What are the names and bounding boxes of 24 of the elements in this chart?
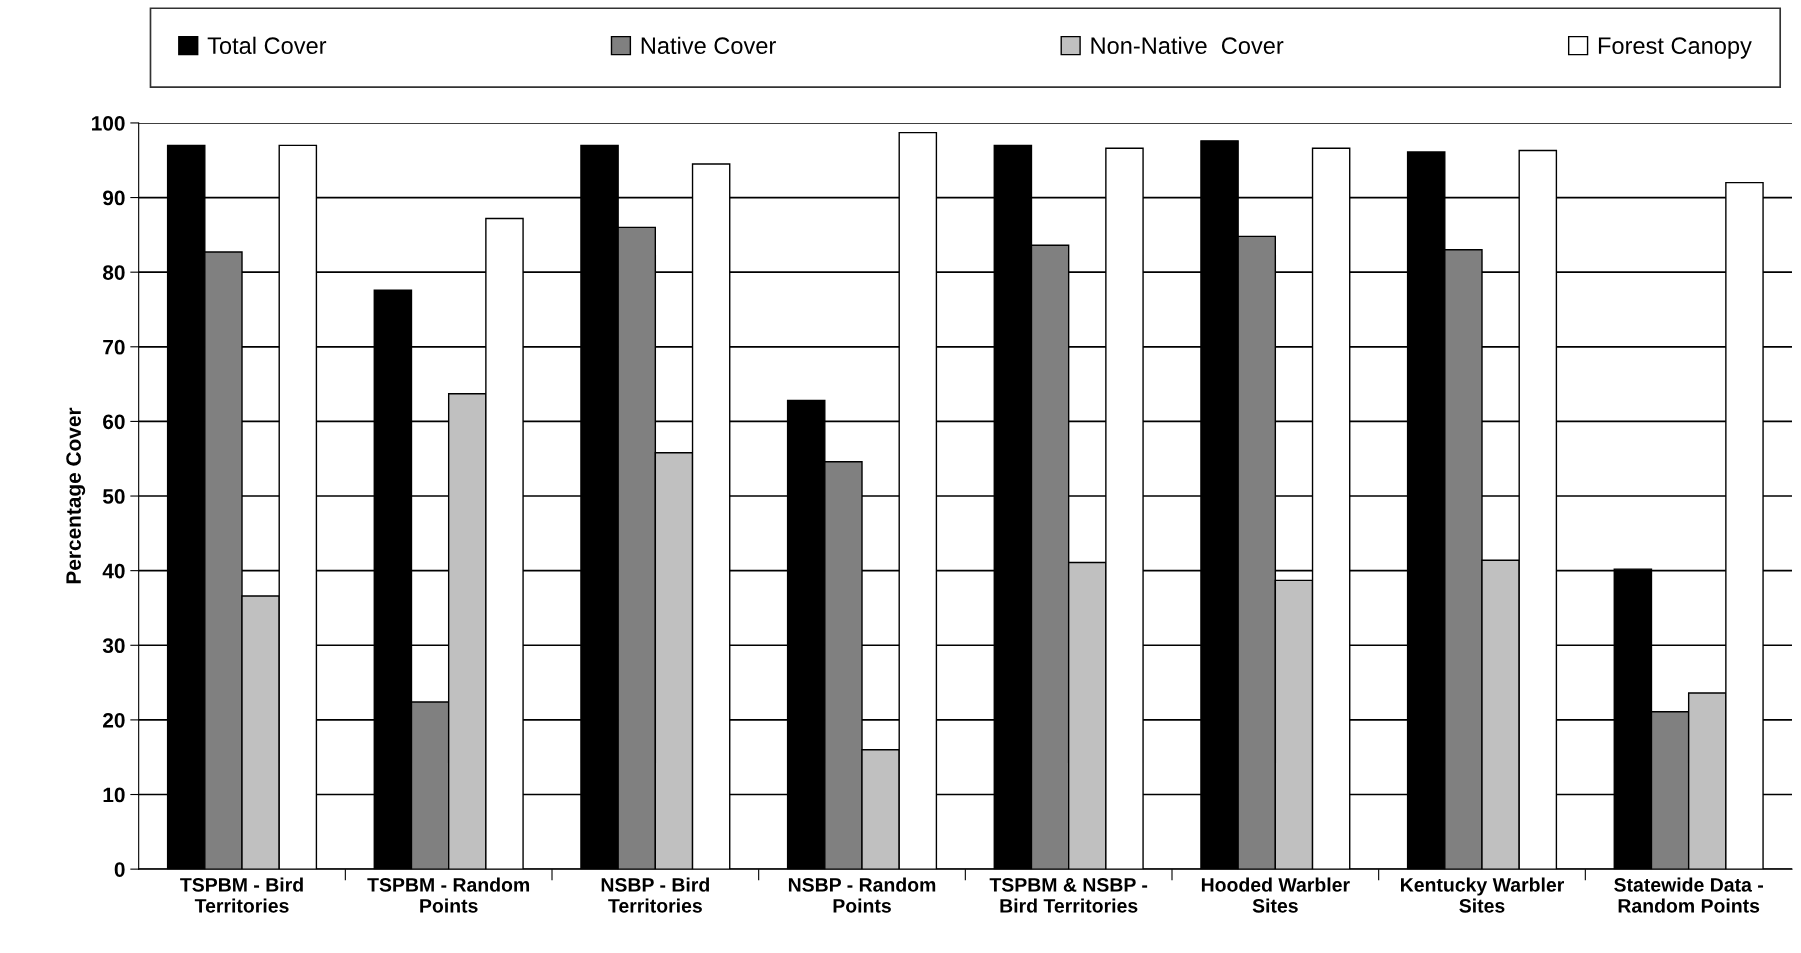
y-tick-label: 0 [114,862,125,877]
y-tick-label: 50 [102,489,125,504]
x-tick-label: Kentucky Warbler Sites [1401,877,1565,913]
legend-label: Forest Canopy [1598,37,1752,59]
y-tick-label: 10 [103,787,125,803]
legend-label: Total Cover [207,36,327,55]
x-tick-label: NSBP - Bird Territories [601,877,709,913]
x-tick-label: TSPBM & NSBP - Bird Territories [989,877,1148,913]
y-tick-label: 70 [103,339,125,355]
y-tick-label: 60 [103,414,125,430]
y-tick-label: 80 [102,265,125,280]
y-tick-label: 90 [103,190,125,206]
x-tick-label: TSPBM - Bird Territories [180,877,303,913]
x-tick-label: NSBP - Random Points [788,877,936,913]
legend-label: Non-Native Cover [1091,36,1284,55]
y-tick-label: 100 [92,115,125,131]
x-tick-label: Hooded Warbler Sites [1201,877,1350,913]
x-tick-label: TSPBM - Random Points [367,877,530,913]
y-axis-title: Percentage Cover [66,407,86,584]
legend-label: Native Cover [641,36,776,55]
y-tick-label: 20 [103,712,125,728]
y-tick-label: 30 [102,638,125,654]
x-tick-label: Statewide Data - Random Points [1614,877,1763,913]
y-tick-label: 40 [102,563,125,579]
